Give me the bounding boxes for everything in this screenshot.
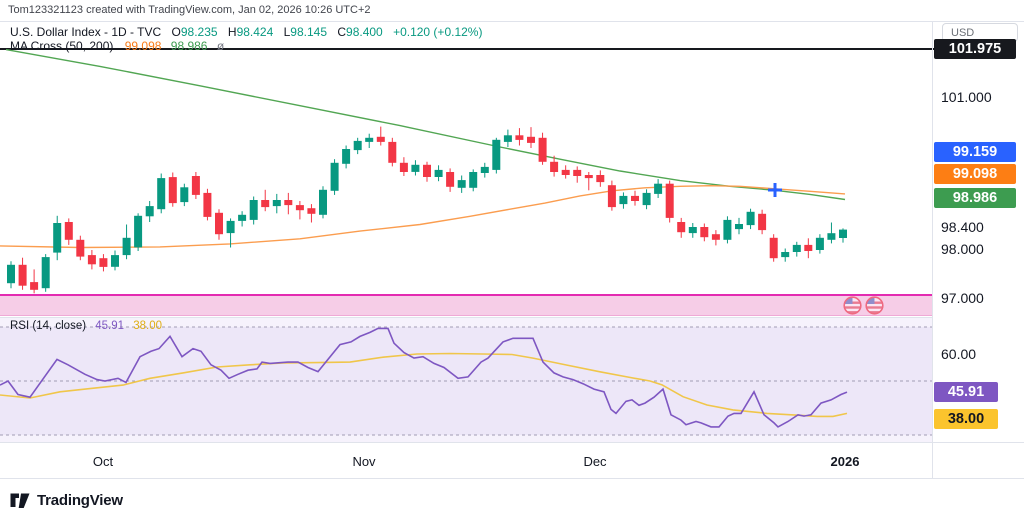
rsi-value: 45.91 xyxy=(95,320,125,332)
rsi-ma-value-badge: 38.00 xyxy=(934,409,998,429)
us-flag-event-icon[interactable] xyxy=(843,296,862,315)
events-band-fill xyxy=(0,295,932,316)
ma200-price-badge: 98.986 xyxy=(934,188,1016,208)
time-axis-label-2026[interactable]: 2026 xyxy=(830,454,860,469)
ma200-line xyxy=(5,48,846,201)
symbol-title: U.S. Dollar Index - 1D - TVC xyxy=(10,25,162,39)
high-value: 98.424 xyxy=(236,25,274,39)
tradingview-logo[interactable]: TradingView xyxy=(10,492,123,509)
rsi-line xyxy=(0,327,848,428)
rsi-label: RSI (14, close) xyxy=(10,320,87,332)
close-key: C xyxy=(337,25,347,39)
change-value: +0.120 (+0.12%) xyxy=(393,25,483,39)
legend-menu-icon[interactable]: ø xyxy=(216,39,225,53)
low-key: L xyxy=(283,25,291,39)
price-scale-label[interactable]: 98.400 xyxy=(941,219,984,235)
low-value: 98.145 xyxy=(290,25,327,39)
ma-cross-marker-icon xyxy=(768,183,782,197)
time-axis-label-dec[interactable]: Dec xyxy=(583,454,607,469)
attribution-text: Tom123321123 created with TradingView.co… xyxy=(8,4,371,16)
symbol-legend[interactable]: U.S. Dollar Index - 1D - TVC O98.235 H98… xyxy=(10,25,482,39)
price-scale-label[interactable]: 101.000 xyxy=(941,89,992,105)
events-band xyxy=(0,294,932,316)
price-level-badge: 101.975 xyxy=(934,39,1016,59)
rsi-scale-label[interactable]: 60.00 xyxy=(941,346,977,362)
tradingview-logo-text: TradingView xyxy=(37,492,123,509)
ma-cross-label: MA Cross (50, 200) xyxy=(10,39,114,53)
ma200-value: 98.986 xyxy=(170,39,208,53)
open-key: O xyxy=(171,25,181,39)
time-axis-label-oct[interactable]: Oct xyxy=(92,454,114,469)
time-axis-label-nov[interactable]: Nov xyxy=(352,454,376,469)
open-value: 98.235 xyxy=(180,25,218,39)
high-key: H xyxy=(227,25,237,39)
ma-cross-price-badge: 99.159 xyxy=(934,142,1016,162)
pane-separators xyxy=(0,21,1024,479)
close-value: 98.400 xyxy=(346,25,383,39)
rsi-value-badge: 45.91 xyxy=(934,382,998,402)
ma-cross-legend[interactable]: MA Cross (50, 200) 99.098 98.986 ø xyxy=(10,39,224,53)
rsi-pane[interactable] xyxy=(0,318,932,442)
rsi-ma-value: 38.00 xyxy=(133,320,163,332)
ma50-value: 99.098 xyxy=(124,39,162,53)
candlesticks xyxy=(7,126,847,294)
rsi-ma-line xyxy=(0,352,848,418)
us-flag-event-icon[interactable] xyxy=(865,296,884,315)
tradingview-logo-icon xyxy=(10,493,30,508)
ma50-price-badge: 99.098 xyxy=(934,164,1016,184)
rsi-legend[interactable]: RSI (14, close) 45.91 38.00 xyxy=(10,320,162,332)
ma50-line xyxy=(0,184,846,249)
price-scale-label[interactable]: 97.000 xyxy=(941,290,984,306)
price-pane[interactable] xyxy=(0,48,934,294)
price-scale-label[interactable]: 98.000 xyxy=(941,241,984,257)
